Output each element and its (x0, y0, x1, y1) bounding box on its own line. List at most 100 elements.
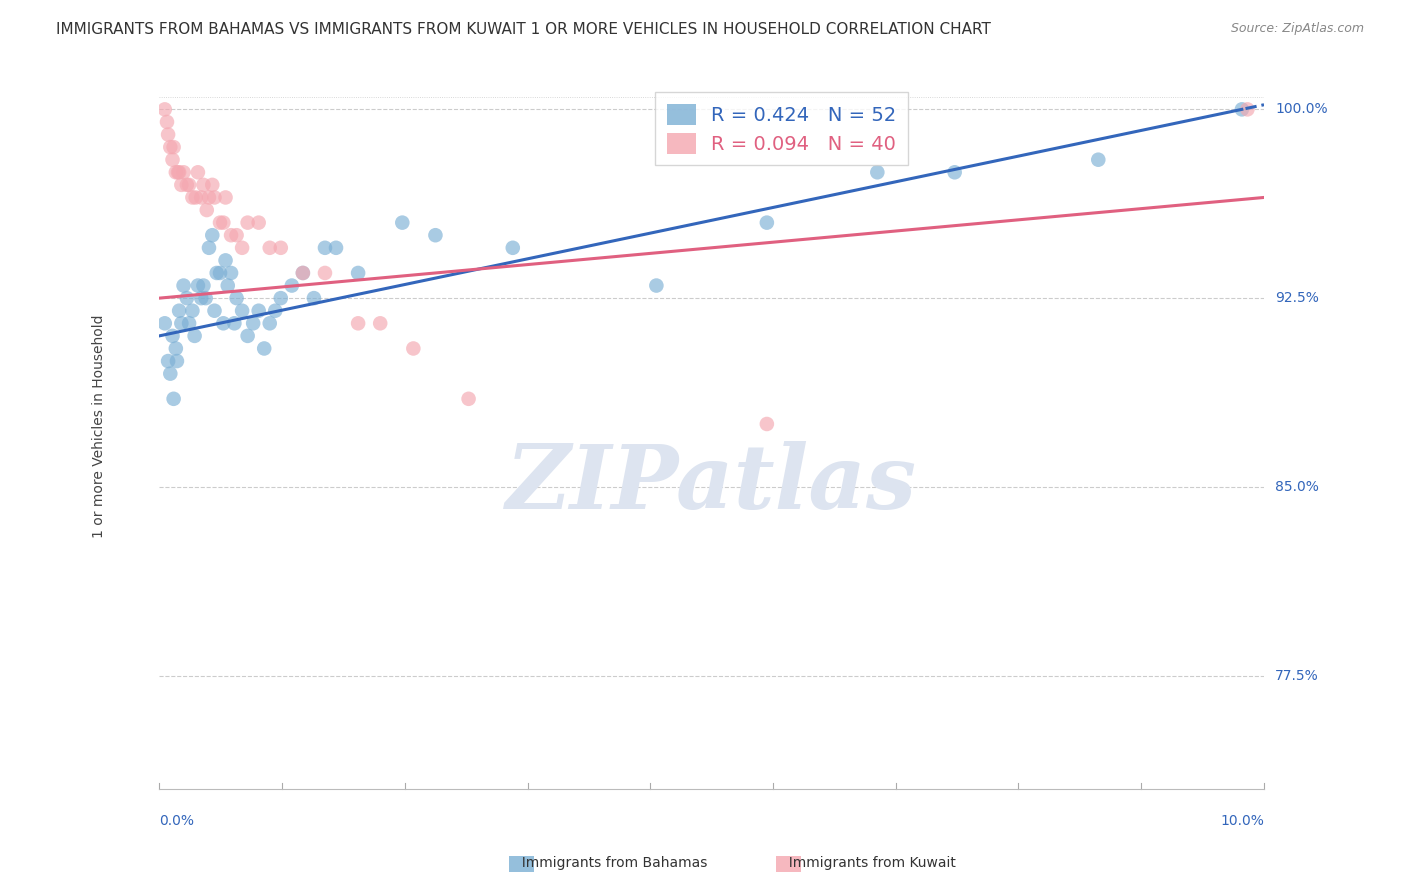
Point (219, 266, 242, 280)
Point (225, 291, 247, 305)
Text: 0.0%: 0.0% (159, 814, 194, 828)
Point (325, 241, 347, 255)
Point (177, 316, 200, 330)
Point (347, 316, 370, 330)
Point (347, 266, 370, 280)
Point (183, 329, 205, 343)
Text: Source: ZipAtlas.com: Source: ZipAtlas.com (1230, 22, 1364, 36)
Point (167, 165, 190, 179)
Point (153, 316, 176, 330)
Point (231, 241, 253, 255)
Point (157, 128, 180, 142)
Text: 100.0%: 100.0% (1275, 103, 1327, 116)
Point (170, 316, 193, 330)
Legend: R = 0.424   N = 52, R = 0.094   N = 40: R = 0.424 N = 52, R = 0.094 N = 40 (655, 92, 908, 165)
Point (166, 354, 188, 368)
Point (270, 291, 292, 305)
Point (165, 165, 187, 179)
Bar (776, 856, 801, 872)
Point (755, 216, 778, 230)
Point (173, 278, 195, 293)
Text: 92.5%: 92.5% (1275, 291, 1319, 305)
Text: 85.0%: 85.0% (1275, 480, 1319, 494)
Point (187, 165, 209, 179)
Point (214, 253, 236, 268)
Point (259, 241, 281, 255)
Text: Immigrants from Kuwait: Immigrants from Kuwait (780, 856, 956, 871)
Point (314, 266, 336, 280)
Point (1236, 103, 1258, 117)
Point (187, 278, 209, 293)
Point (457, 392, 479, 406)
Point (755, 417, 778, 431)
Bar (509, 856, 534, 872)
Point (176, 178, 198, 192)
Point (242, 316, 264, 330)
Text: 10.0%: 10.0% (1220, 814, 1264, 828)
Point (314, 241, 336, 255)
Point (181, 303, 204, 318)
Point (212, 216, 235, 230)
Point (1230, 103, 1253, 117)
Point (866, 165, 889, 179)
Point (247, 303, 270, 318)
Point (153, 103, 176, 117)
Text: IMMIGRANTS FROM BAHAMAS VS IMMIGRANTS FROM KUWAIT 1 OR MORE VEHICLES IN HOUSEHOL: IMMIGRANTS FROM BAHAMAS VS IMMIGRANTS FR… (56, 22, 991, 37)
Point (291, 266, 314, 280)
Point (198, 241, 221, 255)
Point (165, 342, 187, 356)
Point (259, 316, 281, 330)
Point (167, 303, 190, 318)
Point (402, 342, 425, 356)
Point (302, 291, 325, 305)
Point (173, 165, 195, 179)
Text: 77.5%: 77.5% (1275, 669, 1319, 682)
Point (159, 140, 181, 154)
Point (156, 115, 179, 129)
Point (270, 241, 292, 255)
Point (1087, 153, 1109, 167)
Point (201, 178, 224, 192)
Point (212, 316, 235, 330)
Point (219, 228, 242, 243)
Point (195, 202, 218, 217)
Point (231, 303, 253, 318)
Point (204, 303, 226, 318)
Point (194, 291, 217, 305)
Point (193, 178, 215, 192)
Point (157, 354, 180, 368)
Point (214, 190, 236, 204)
Point (170, 178, 193, 192)
Point (162, 392, 184, 406)
Point (368, 316, 391, 330)
Point (264, 303, 287, 318)
Point (943, 165, 966, 179)
Point (190, 190, 212, 204)
Point (225, 228, 247, 243)
Point (236, 216, 259, 230)
Point (247, 216, 270, 230)
Point (208, 266, 231, 280)
Text: Immigrants from Bahamas: Immigrants from Bahamas (513, 856, 707, 871)
Point (236, 329, 259, 343)
Point (217, 278, 239, 293)
Point (253, 342, 276, 356)
Point (162, 140, 184, 154)
Point (190, 291, 212, 305)
Point (208, 216, 231, 230)
Point (291, 266, 314, 280)
Point (184, 190, 207, 204)
Point (181, 190, 204, 204)
Point (177, 178, 200, 192)
Point (281, 278, 304, 293)
Point (201, 228, 224, 243)
Point (162, 153, 184, 167)
Point (162, 329, 184, 343)
Point (167, 165, 190, 179)
Text: ZIPatlas: ZIPatlas (506, 442, 917, 528)
Point (159, 367, 181, 381)
Point (425, 228, 447, 243)
Point (205, 266, 228, 280)
Point (224, 316, 246, 330)
Point (645, 278, 668, 293)
